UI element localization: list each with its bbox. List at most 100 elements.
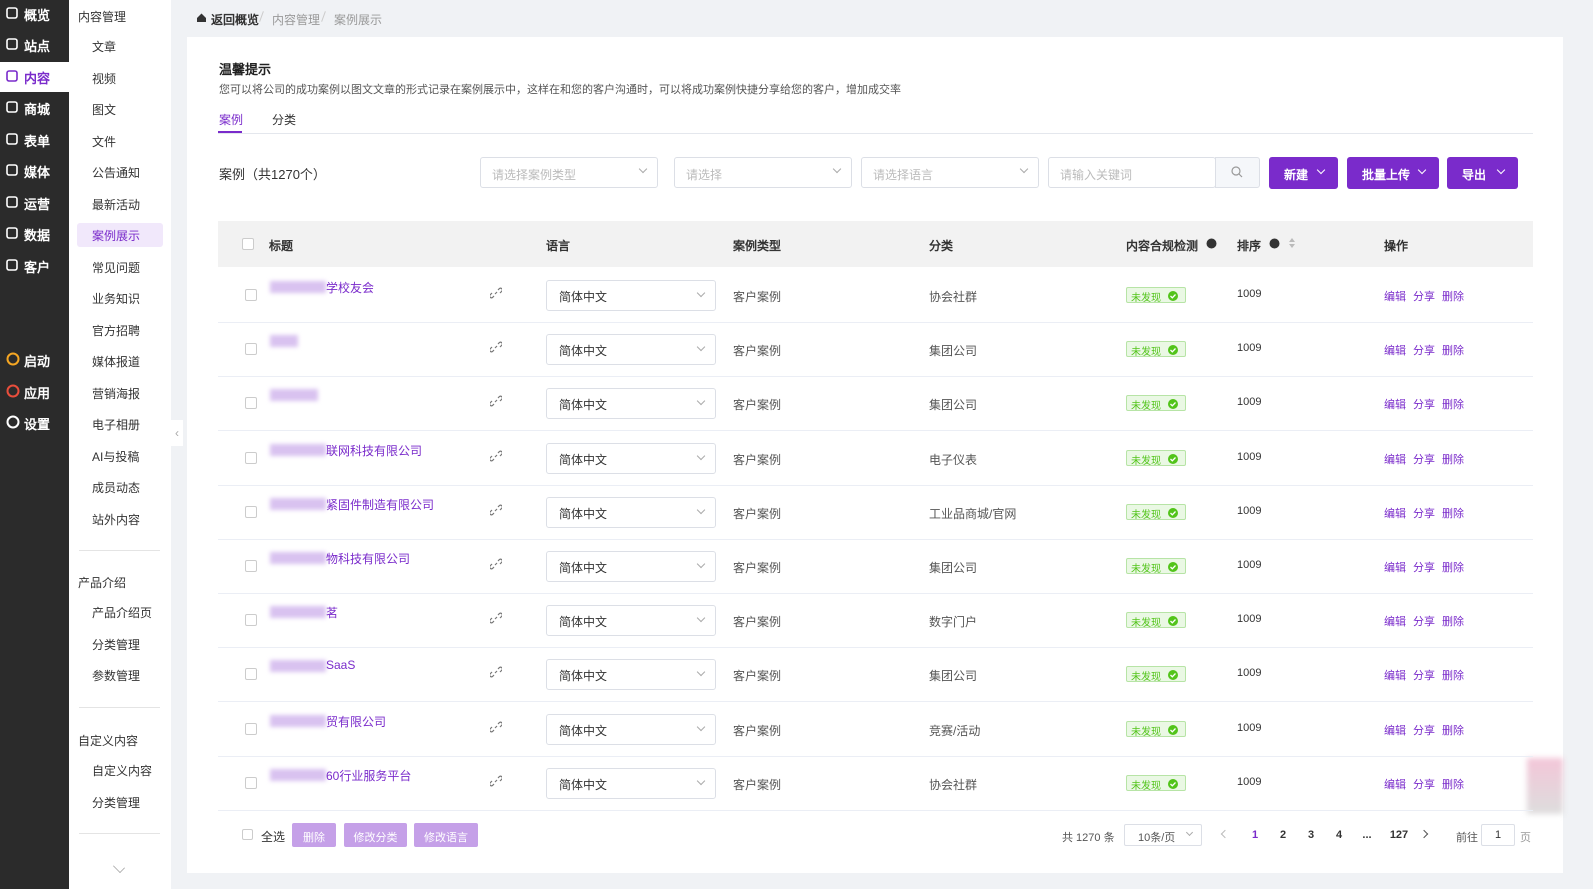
language-select[interactable] bbox=[546, 280, 716, 311]
language-select[interactable] bbox=[546, 659, 716, 691]
row-action[interactable]: 编辑 bbox=[1384, 399, 1406, 412]
row-action[interactable]: 分享 bbox=[1413, 507, 1435, 520]
submenu-item[interactable]: 参数管理 bbox=[92, 669, 141, 683]
batch-button[interactable] bbox=[414, 823, 478, 847]
filter-input[interactable] bbox=[480, 157, 658, 188]
sidebar-app[interactable]: 启动 bbox=[24, 354, 51, 369]
select-all[interactable]: 全选 bbox=[261, 830, 286, 844]
row-action[interactable]: 编辑 bbox=[1384, 562, 1406, 574]
toolbar-button-label[interactable]: 新建 bbox=[1284, 168, 1309, 182]
row-action[interactable]: 删除 bbox=[1442, 616, 1464, 629]
row-action[interactable]: 编辑 bbox=[1384, 453, 1406, 466]
submenu-item[interactable]: 产品介绍页 bbox=[92, 606, 153, 620]
sidebar-app[interactable]: 设置 bbox=[24, 417, 51, 432]
row-action[interactable]: 分享 bbox=[1413, 291, 1435, 303]
submenu-item[interactable]: AI与投稿 bbox=[92, 449, 140, 464]
page-number[interactable]: 2 bbox=[1279, 829, 1287, 841]
toolbar-button[interactable] bbox=[1269, 157, 1338, 189]
search-button[interactable] bbox=[1215, 157, 1260, 188]
language-select[interactable] bbox=[546, 713, 716, 745]
submenu-item[interactable]: 公告通知 bbox=[92, 166, 141, 180]
batch-button-label[interactable]: 修改语言 bbox=[424, 832, 468, 844]
row-checkbox[interactable] bbox=[245, 668, 257, 681]
link-icon[interactable] bbox=[489, 775, 503, 787]
row-action[interactable]: 编辑 bbox=[1384, 616, 1406, 629]
row-action[interactable]: 删除 bbox=[1442, 724, 1464, 737]
submenu-item[interactable]: 视频 bbox=[92, 71, 117, 86]
row-action[interactable]: 编辑 bbox=[1384, 670, 1406, 683]
goto-input[interactable] bbox=[1481, 824, 1515, 846]
sidebar-item[interactable]: 表单 bbox=[24, 134, 51, 149]
submenu-item[interactable]: 站外内容 bbox=[92, 512, 141, 527]
row-action[interactable]: 分享 bbox=[1413, 399, 1435, 412]
link-icon[interactable] bbox=[489, 666, 503, 678]
submenu-group-title[interactable]: 自定义内容 bbox=[78, 734, 139, 748]
row-action[interactable]: 分享 bbox=[1413, 616, 1435, 629]
submenu-item[interactable]: 营销海报 bbox=[92, 386, 141, 401]
collapse-handle[interactable]: ‹ bbox=[171, 420, 183, 446]
submenu-item[interactable]: 文件 bbox=[92, 134, 117, 149]
page-size-select[interactable] bbox=[1124, 824, 1202, 846]
language-select[interactable] bbox=[546, 442, 716, 474]
row-title[interactable]: 茗 bbox=[326, 606, 339, 621]
sidebar-item[interactable]: 运营 bbox=[24, 197, 51, 212]
row-title[interactable]: 60行业服务平台 bbox=[326, 768, 412, 783]
language-select[interactable] bbox=[546, 605, 716, 637]
page-number[interactable]: 1 bbox=[1251, 829, 1259, 841]
row-action[interactable]: 删除 bbox=[1442, 562, 1464, 574]
floating-widget[interactable] bbox=[1527, 758, 1563, 814]
toolbar-button[interactable] bbox=[1447, 157, 1518, 189]
row-checkbox[interactable] bbox=[245, 451, 257, 464]
filter-input[interactable] bbox=[861, 157, 1039, 188]
row-action[interactable]: 编辑 bbox=[1384, 345, 1406, 358]
toolbar-button-label[interactable]: 导出 bbox=[1462, 168, 1487, 182]
row-checkbox[interactable] bbox=[245, 776, 257, 789]
link-icon[interactable] bbox=[489, 395, 503, 407]
batch-button-label[interactable]: 修改分类 bbox=[353, 832, 398, 844]
page-number[interactable]: ... bbox=[1362, 829, 1372, 841]
row-action[interactable]: 删除 bbox=[1442, 291, 1464, 303]
breadcrumb-item[interactable]: 案例展示 bbox=[334, 13, 383, 27]
row-title[interactable]: 联网科技有限公司 bbox=[326, 443, 423, 458]
link-icon[interactable] bbox=[489, 287, 503, 299]
submenu-item[interactable]: 文章 bbox=[92, 40, 117, 54]
row-title[interactable]: 贸有限公司 bbox=[326, 714, 387, 729]
page-number[interactable]: 127 bbox=[1389, 829, 1409, 841]
sidebar-item[interactable]: 客户 bbox=[24, 260, 51, 275]
header-checkbox[interactable] bbox=[242, 238, 254, 250]
row-action[interactable]: 分享 bbox=[1413, 345, 1435, 358]
submenu-item[interactable]: 成员动态 bbox=[92, 481, 141, 495]
row-checkbox[interactable] bbox=[245, 505, 257, 518]
link-icon[interactable] bbox=[489, 450, 503, 462]
submenu-item[interactable]: 案例展示 bbox=[92, 229, 141, 243]
row-action[interactable]: 删除 bbox=[1442, 778, 1464, 791]
link-icon[interactable] bbox=[489, 504, 503, 516]
row-action[interactable]: 删除 bbox=[1442, 399, 1464, 412]
tab[interactable]: 分类 bbox=[272, 113, 297, 127]
row-action[interactable]: 编辑 bbox=[1384, 724, 1406, 737]
language-select[interactable] bbox=[546, 388, 716, 420]
tab[interactable]: 案例 bbox=[219, 113, 244, 127]
submenu-group-title[interactable]: 产品介绍 bbox=[78, 576, 127, 590]
row-action[interactable]: 分享 bbox=[1413, 453, 1435, 466]
row-checkbox[interactable] bbox=[245, 614, 257, 627]
sidebar-item[interactable]: 商城 bbox=[24, 102, 51, 117]
submenu-item[interactable]: 分类管理 bbox=[92, 637, 141, 652]
batch-button[interactable] bbox=[344, 823, 407, 847]
row-action[interactable]: 分享 bbox=[1413, 778, 1435, 791]
submenu-item[interactable]: 分类管理 bbox=[92, 795, 141, 810]
row-action[interactable]: 删除 bbox=[1442, 453, 1464, 466]
submenu-item[interactable]: 最新活动 bbox=[92, 197, 141, 212]
submenu-item[interactable]: 图文 bbox=[92, 103, 117, 117]
submenu-item[interactable]: 常见问题 bbox=[92, 260, 141, 275]
link-icon[interactable] bbox=[489, 612, 503, 624]
row-action[interactable]: 编辑 bbox=[1384, 291, 1406, 303]
row-action[interactable]: 删除 bbox=[1442, 507, 1464, 520]
language-select[interactable] bbox=[546, 496, 716, 528]
row-title[interactable]: 紧固件制造有限公司 bbox=[326, 497, 435, 512]
footer-checkbox[interactable] bbox=[242, 829, 253, 840]
row-action[interactable]: 编辑 bbox=[1384, 778, 1406, 791]
page-number[interactable]: 4 bbox=[1335, 829, 1343, 841]
link-icon[interactable] bbox=[489, 558, 503, 570]
submenu-group-title[interactable]: 内容管理 bbox=[78, 10, 127, 24]
